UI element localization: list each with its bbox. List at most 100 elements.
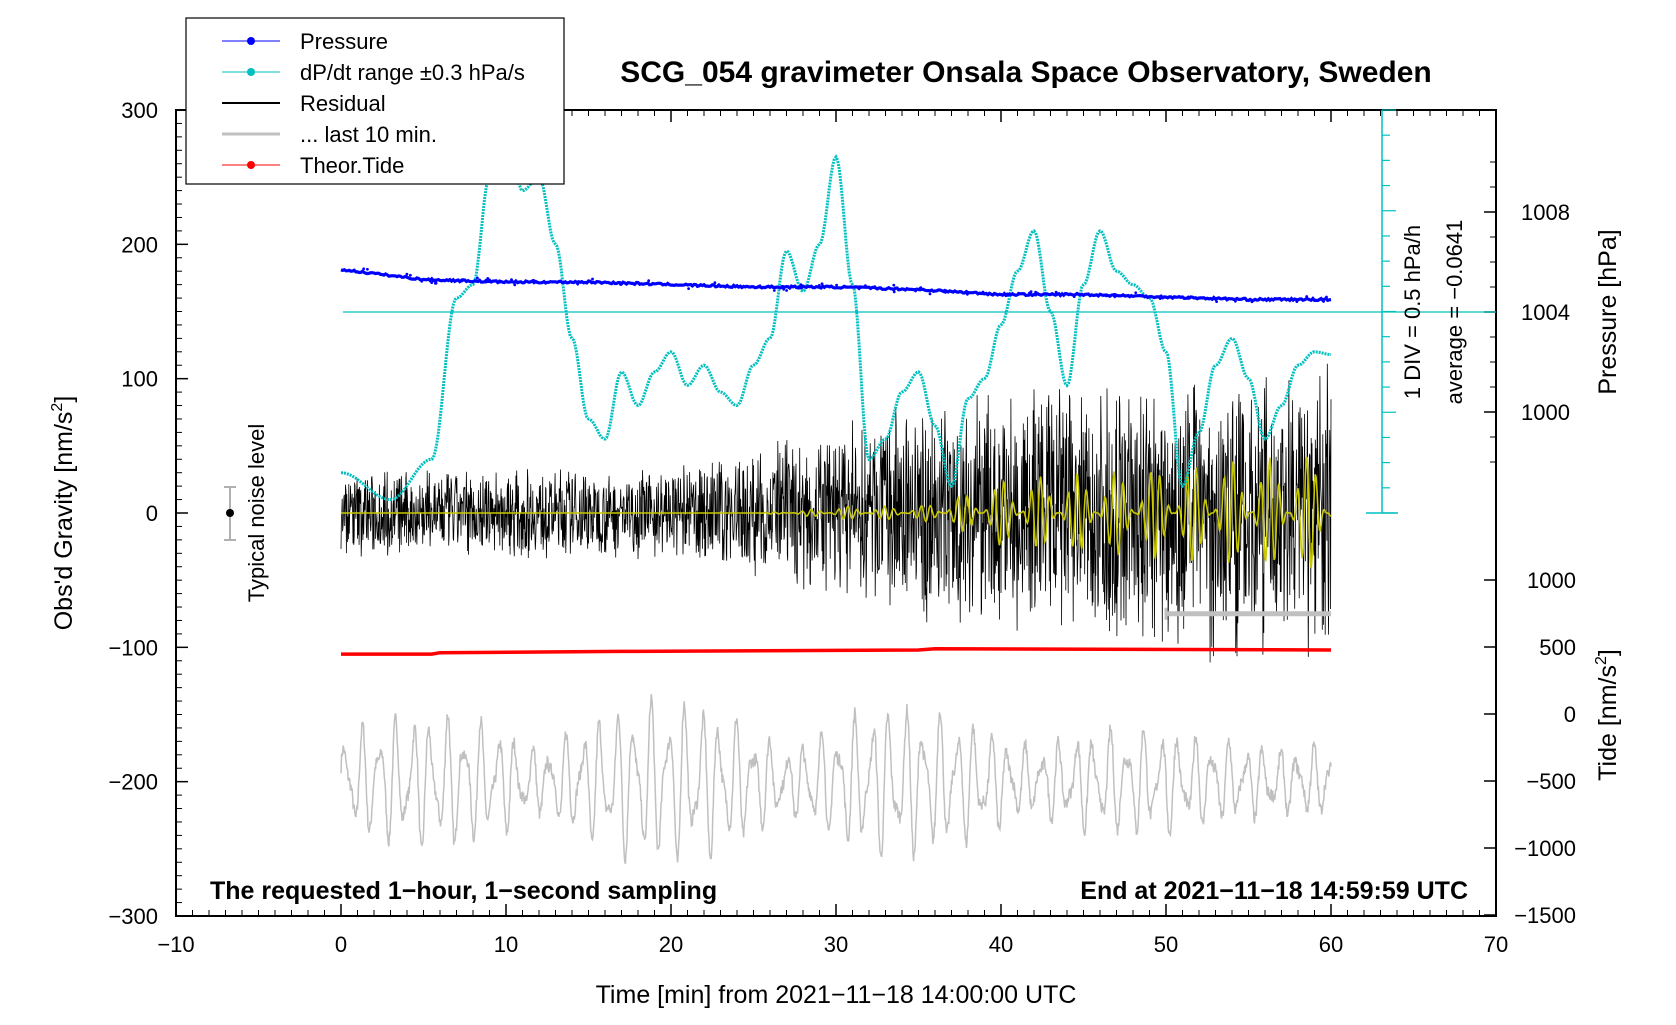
pressure-point (420, 279, 424, 283)
svg-text:Residual: Residual (300, 91, 386, 116)
pressure-point (591, 280, 595, 284)
pressure-point (1017, 291, 1020, 295)
pressure-tick-label: 1008 (1521, 200, 1570, 225)
tide-tick-label: 500 (1539, 635, 1576, 660)
noise-label: Typical noise level (244, 424, 269, 603)
pressure-point (1186, 295, 1190, 299)
legend-item-pressure: Pressure (222, 29, 388, 54)
smoothed-residual-line (341, 456, 1331, 569)
pressure-point (944, 290, 948, 294)
pressure-point (409, 273, 412, 277)
pressure-point (513, 283, 517, 287)
legend-item-last10: ... last 10 min. (222, 122, 437, 147)
svg-text:... last 10 min.: ... last 10 min. (300, 122, 437, 147)
pressure-tick-label: 1004 (1521, 300, 1570, 325)
pressure-point (1295, 300, 1299, 303)
y-tick-label: −100 (108, 635, 158, 660)
y-tick-label: −200 (108, 770, 158, 795)
pressure-point (486, 277, 490, 280)
y-tick-label: 200 (121, 232, 158, 257)
pressure-point (914, 289, 917, 293)
chart-title: SCG_054 gravimeter Onsala Space Observat… (620, 56, 1432, 89)
pressure-point (534, 280, 538, 284)
y-tick-label: 300 (121, 98, 158, 123)
pressure-point (864, 284, 867, 287)
pressure-point (488, 279, 492, 283)
pressure-point (966, 292, 969, 296)
pressure-point (484, 280, 488, 284)
pressure-point (713, 281, 717, 285)
y-axis-label-left: Obs'd Gravity [nm/s2] (49, 396, 78, 631)
x-tick-label: 20 (659, 932, 683, 957)
pressure-point (434, 280, 437, 284)
svg-text:Theor.Tide: Theor.Tide (300, 153, 404, 178)
bottom-right-annotation: End at 2021−11−18 14:59:59 UTC (1080, 877, 1468, 905)
last-10-min-series (1164, 607, 1331, 620)
pressure-point (430, 281, 434, 284)
pressure-point (1033, 292, 1037, 296)
pressure-point (1029, 290, 1033, 294)
pressure-point (434, 278, 438, 282)
pressure-point (918, 287, 922, 290)
pressure-point (576, 282, 580, 286)
theor-tide-line (341, 646, 1332, 656)
y-axis-label-tide: Tide [nm/s2] (1593, 649, 1622, 781)
grey-oscillation-line (340, 694, 1332, 865)
pressure-point (928, 292, 932, 296)
pressure-point (892, 283, 896, 287)
tide-tick-label: −500 (1526, 769, 1576, 794)
pressure-point (799, 283, 803, 287)
legend-item-residual: Residual (222, 91, 386, 116)
x-tick-label: 30 (824, 932, 848, 957)
tide-tick-label: 0 (1564, 702, 1576, 727)
tide-tick-label: −1000 (1514, 836, 1576, 861)
pressure-point (828, 285, 831, 289)
pressure-point (1034, 290, 1037, 294)
pressure-point (510, 278, 513, 281)
pressure-point (405, 272, 409, 276)
bottom-left-annotation: The requested 1−hour, 1−second sampling (210, 877, 717, 905)
pressure-point (981, 290, 985, 294)
pressure-point (532, 278, 535, 282)
pressure-point (1250, 300, 1254, 304)
pressure-point (820, 282, 824, 286)
legend-item-tide: Theor.Tide (222, 153, 404, 178)
x-tick-label: −10 (157, 932, 194, 957)
pressure-point (1072, 295, 1076, 298)
tide-tick-label: −1500 (1514, 903, 1576, 928)
pressure-point (835, 283, 838, 287)
pressure-point (817, 284, 821, 287)
pressure-point (1005, 292, 1009, 296)
pressure-point (1234, 299, 1237, 303)
svg-text:Pressure: Pressure (300, 29, 388, 54)
pressure-point (782, 287, 786, 291)
pressure-point (1322, 300, 1325, 303)
y-tick-label: 0 (146, 501, 158, 526)
pressure-point (1138, 294, 1142, 297)
pressure-point (1215, 300, 1218, 303)
pressure-point (772, 289, 776, 292)
pressure-point (498, 279, 501, 283)
x-tick-label: 40 (989, 932, 1013, 957)
svg-text:dP/dt range ±0.3 hPa/s: dP/dt range ±0.3 hPa/s (300, 60, 525, 85)
x-tick-label: 50 (1154, 932, 1178, 957)
theor-tide-series (341, 646, 1332, 656)
pressure-point (1134, 291, 1138, 295)
pressure-point (696, 285, 699, 288)
dpdt-average-label: average = −0.0641 (1442, 220, 1467, 405)
pressure-point (1075, 291, 1079, 295)
x-tick-label: 70 (1484, 932, 1508, 957)
x-axis-label: Time [min] from 2021−11−18 14:00:00 UTC (596, 981, 1077, 1009)
pressure-point (1104, 294, 1108, 298)
pressure-point (1305, 295, 1309, 298)
noise-level-indicator (224, 486, 236, 541)
residual-line (340, 363, 1332, 663)
smoothed-residual-series (341, 456, 1331, 569)
y-tick-label: −300 (108, 904, 158, 929)
grey-oscillation-series (340, 694, 1332, 865)
y-tick-label: 100 (121, 367, 158, 392)
pressure-point (1113, 292, 1117, 296)
pressure-point (774, 286, 777, 290)
pressure-point (785, 289, 788, 292)
